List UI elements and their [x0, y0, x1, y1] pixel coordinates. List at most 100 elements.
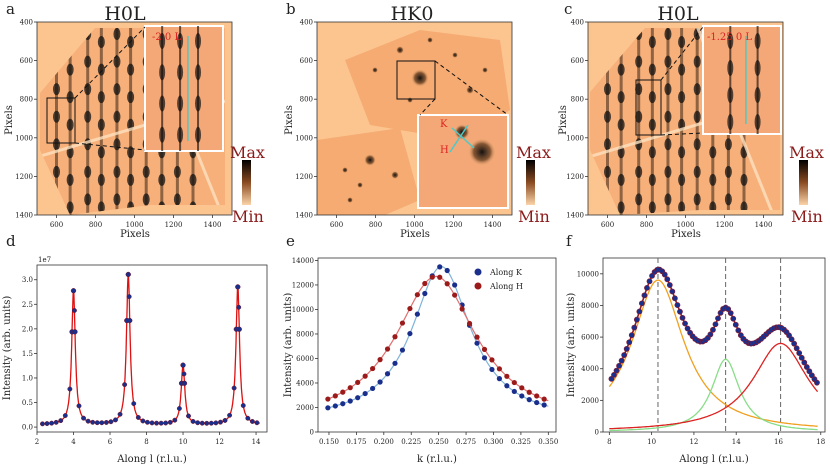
data-point [254, 420, 260, 426]
x-tick-label: 800 [89, 221, 102, 229]
data-point [135, 415, 141, 420]
y-tick-label: 1400 [566, 212, 584, 220]
panel-f: f 8 10 12 14 16 18 0 2000 4000 6000 8000 10000 Alon… [566, 232, 826, 465]
panel-letter-e: e [286, 232, 295, 250]
x-tick-label: 0.150 [319, 438, 339, 446]
x-tick-label: 2 [35, 438, 39, 446]
diffraction-spot [635, 110, 643, 123]
data-point [325, 396, 331, 402]
data-point [384, 346, 391, 352]
data-point [444, 281, 450, 287]
panel-c-xlabel: Pixels [671, 229, 701, 240]
inset-spot [754, 60, 761, 76]
data-point [806, 368, 813, 375]
data-point [541, 402, 547, 408]
diffraction-spot [635, 165, 643, 178]
legend-along-k: Along K [489, 268, 523, 277]
inset-spot [195, 126, 202, 143]
data-point [674, 302, 681, 308]
diffraction-spot [53, 138, 60, 151]
diffraction-spot [97, 63, 105, 76]
data-point [40, 421, 45, 427]
diffraction-spot [664, 193, 672, 206]
data-point [199, 420, 205, 426]
data-point [646, 278, 653, 285]
data-point [370, 365, 376, 372]
diffraction-spot [66, 173, 74, 186]
data-point [452, 292, 458, 298]
panel-e-frame [317, 257, 557, 433]
diffraction-spot [724, 165, 732, 178]
y-tick-label: 800 [20, 96, 33, 104]
inset-streak [729, 26, 732, 134]
panel-a-colorbar-max: Max [230, 143, 265, 162]
diffraction-spot [693, 165, 701, 178]
y-tick-label: 1400 [295, 212, 313, 220]
panel-c-zoom-box [635, 79, 662, 136]
y-tick-label: 600 [571, 57, 584, 65]
x-tick-label: 1400 [484, 221, 502, 229]
diffraction-spot [724, 193, 732, 206]
y-tick-label: 10000 [292, 306, 314, 314]
data-point [710, 326, 716, 333]
diffraction-spot [617, 118, 625, 131]
diffraction-spot [635, 83, 643, 96]
panel-a-xlabel: Pixels [120, 229, 150, 240]
diffraction-spot [740, 173, 748, 186]
diffraction-spot [664, 138, 672, 151]
diffraction-spot [66, 63, 74, 76]
data-point [99, 420, 105, 426]
panel-a-colorbar-min: Min [232, 207, 264, 226]
x-tick-label: 800 [640, 221, 653, 229]
data-point [684, 325, 691, 332]
inset-spot [754, 87, 761, 103]
diffraction-spot [113, 110, 121, 123]
diffraction-spot [693, 83, 701, 96]
data-point [113, 417, 118, 423]
inset-spot [159, 126, 166, 143]
data-point [616, 362, 622, 369]
panel-b-xlabel: Pixels [400, 229, 430, 240]
panel-b-detector-bottom [317, 128, 420, 215]
diffraction-spot [693, 110, 701, 123]
data-point [62, 413, 68, 418]
data-point [814, 379, 820, 386]
bragg-spot [391, 171, 399, 179]
data-point [362, 373, 368, 379]
panel-a-zoom-box [46, 97, 76, 144]
data-point [235, 284, 241, 290]
x-tick-label: 800 [369, 221, 382, 229]
inset-streak [161, 26, 164, 151]
y-tick-label: 600 [20, 57, 33, 65]
panel-b: b HK0 K H 600 800 1000 1200 1400 400 600 800 100… [284, 0, 551, 240]
data-point [355, 395, 361, 401]
data-point [796, 350, 803, 356]
diffraction-spot [693, 193, 701, 206]
inset-streak [756, 26, 759, 134]
inset-spot [727, 60, 734, 76]
diffraction-spot [604, 165, 611, 178]
panel-letter-c: c [564, 0, 572, 18]
diffraction-spot [127, 63, 135, 76]
y-tick-label: 0.5 [22, 399, 33, 407]
data-point [149, 420, 155, 426]
diffraction-spot [173, 165, 181, 178]
diffraction-spot [84, 165, 92, 178]
data-point [511, 388, 517, 395]
data-point [489, 357, 495, 363]
data-point [49, 420, 55, 426]
x-tick-label: 16 [774, 438, 783, 446]
data-point [208, 420, 214, 426]
data-point [163, 420, 169, 426]
diffraction-streak [650, 28, 654, 215]
data-point [474, 340, 480, 346]
data-point [158, 420, 164, 426]
inset-streak [197, 26, 200, 151]
x-tick-label: 1000 [677, 221, 695, 229]
diffraction-spot [113, 83, 121, 96]
data-point [452, 282, 458, 288]
x-tick-label: 12 [215, 438, 224, 446]
diffraction-spot [113, 55, 121, 68]
data-point [628, 332, 635, 339]
panel-c-colorbar-max: Max [789, 143, 824, 162]
